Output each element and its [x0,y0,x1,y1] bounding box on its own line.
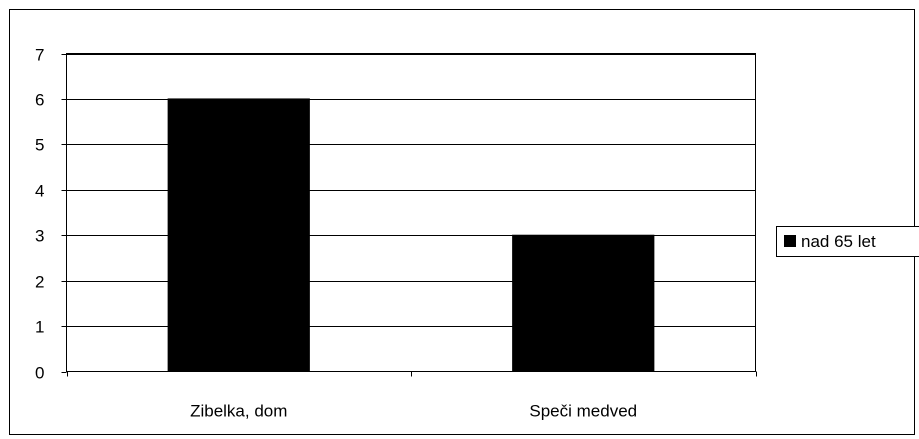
legend-box [776,226,919,257]
y-tick-label: 1 [35,318,44,337]
y-tick-label: 6 [35,91,44,110]
x-tick-label: Zibelka, dom [190,402,287,421]
y-tick-label: 3 [35,227,44,246]
legend-swatch [784,235,796,247]
y-tick-label: 7 [35,46,44,65]
y-tick-label: 0 [35,364,44,383]
legend-label: nad 65 let [801,232,876,251]
bar-1 [512,234,655,372]
y-tick-label: 5 [35,136,44,155]
chart-border [9,9,915,435]
y-tick-labels: 0 1 2 3 4 5 6 7 [35,46,44,383]
bar-0 [167,98,310,373]
y-tick-label: 2 [35,273,44,292]
axes [61,54,757,377]
bars [167,98,655,373]
x-tick-label: Speči medved [529,402,637,421]
x-tick-labels: Zibelka, dom Speči medved [190,402,637,421]
y-tick-label: 4 [35,182,44,201]
legend: nad 65 let [776,226,919,257]
